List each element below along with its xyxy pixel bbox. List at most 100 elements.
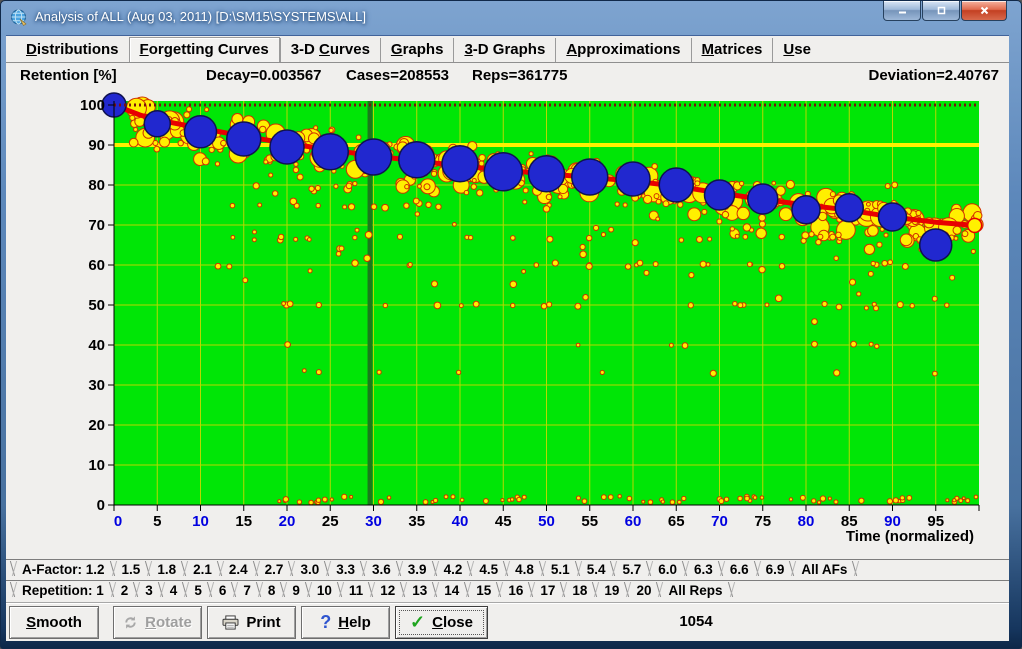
strip-divider xyxy=(305,582,312,597)
tab-distributions[interactable]: Distributions xyxy=(26,41,119,58)
svg-text:50: 50 xyxy=(88,297,105,314)
globe-pencil-icon xyxy=(11,9,27,26)
afactor-tab-2.1[interactable]: 2.1 xyxy=(193,562,212,577)
afactor-tab-1.2[interactable]: A-Factor: 1.2 xyxy=(22,562,105,577)
afactor-tab-5.1[interactable]: 5.1 xyxy=(550,562,570,577)
afactor-tab-4.5[interactable]: 4.5 xyxy=(479,562,499,577)
repetition-tab-12[interactable]: 12 xyxy=(380,583,396,598)
repetition-tab-2[interactable]: 2 xyxy=(120,583,129,598)
afactor-tab-2.4[interactable]: 2.4 xyxy=(228,562,248,577)
svg-text:10: 10 xyxy=(88,457,105,474)
strip-divider xyxy=(10,582,17,597)
repetition-tab-8[interactable]: 8 xyxy=(267,583,276,598)
tab-use[interactable]: Use xyxy=(772,38,821,62)
afactor-tab-3.9[interactable]: 3.9 xyxy=(407,562,427,577)
repetition-tab-1[interactable]: Repetition: 1 xyxy=(22,583,104,598)
strip-divider xyxy=(754,561,761,576)
repetition-tab-3[interactable]: 3 xyxy=(145,583,153,598)
afactor-tab-5.4[interactable]: 5.4 xyxy=(586,562,606,577)
strip-divider xyxy=(624,582,631,597)
repetition-tab-19[interactable]: 19 xyxy=(604,583,620,598)
afactor-tab-6.0[interactable]: 6.0 xyxy=(658,562,678,577)
repetition-tab-20[interactable]: 20 xyxy=(636,583,652,598)
svg-text:5: 5 xyxy=(153,513,161,530)
reps-stat: Reps=361775 xyxy=(472,67,568,84)
repetition-tab-10[interactable]: 10 xyxy=(316,583,332,598)
afactor-tab-6.9[interactable]: 6.9 xyxy=(765,562,785,577)
svg-text:100: 100 xyxy=(80,97,105,114)
strip-divider xyxy=(207,582,214,597)
rotate-button: Rotate xyxy=(113,606,202,639)
repetition-tab-all-reps[interactable]: All Reps xyxy=(668,583,723,598)
button-label: Smooth xyxy=(26,614,82,631)
svg-text:50: 50 xyxy=(538,513,555,530)
strip-divider xyxy=(610,561,617,576)
strip-divider xyxy=(253,561,260,576)
smooth-button[interactable]: Smooth xyxy=(9,606,99,639)
strip-divider xyxy=(288,561,295,576)
strip-divider xyxy=(10,561,17,576)
repetition-tab-4[interactable]: 4 xyxy=(169,583,178,598)
repetition-tab-6[interactable]: 6 xyxy=(218,583,227,598)
tab-bar: Distributions Forgetting Curves 3-D Curves… xyxy=(6,37,1009,63)
repetition-tab-9[interactable]: 9 xyxy=(292,583,300,598)
close-button[interactable]: ✓ Close xyxy=(395,606,488,639)
restore-button[interactable] xyxy=(922,1,960,21)
afactor-tab-6.3[interactable]: 6.3 xyxy=(694,562,713,577)
svg-text:20: 20 xyxy=(88,417,105,434)
tab-graphs[interactable]: Graphs xyxy=(379,38,454,62)
afactor-tab-all-afs[interactable]: All AFs xyxy=(801,562,848,577)
afactor-tab-3.0[interactable]: 3.0 xyxy=(300,562,320,577)
strip-divider xyxy=(182,582,189,597)
button-label: Rotate xyxy=(145,614,192,631)
y-axis-title: Retention [%] xyxy=(20,67,117,84)
forgetting-curve-points xyxy=(101,92,953,262)
title-bar[interactable]: Analysis of ALL (Aug 03, 2011) [D:\SM15\… xyxy=(1,1,1021,35)
close-button[interactable] xyxy=(961,1,1007,21)
svg-text:85: 85 xyxy=(841,513,858,530)
tab-approximations[interactable]: Approximations xyxy=(555,38,690,62)
svg-text:30: 30 xyxy=(365,513,382,530)
tab-3-d-curves[interactable]: 3-D Curves xyxy=(279,38,380,62)
afactor-tab-2.7[interactable]: 2.7 xyxy=(264,562,284,577)
client-area: Distributions Forgetting Curves 3-D Curves… xyxy=(6,35,1009,641)
afactor-tab-5.7[interactable]: 5.7 xyxy=(622,562,642,577)
afactor-tab-4.8[interactable]: 4.8 xyxy=(515,562,534,577)
repetition-tab-7[interactable]: 7 xyxy=(243,583,251,598)
afactor-tab-6.6[interactable]: 6.6 xyxy=(729,562,749,577)
strip-divider xyxy=(256,582,263,597)
svg-text:90: 90 xyxy=(884,513,901,530)
button-label: Help xyxy=(338,614,371,631)
repetition-tab-16[interactable]: 16 xyxy=(508,583,524,598)
strip-divider xyxy=(592,582,599,597)
afactor-tab-3.6[interactable]: 3.6 xyxy=(372,562,391,577)
tab-3-d-graphs[interactable]: 3-D Graphs xyxy=(453,38,555,62)
tab-matrices[interactable]: Matrices xyxy=(690,38,773,62)
repetition-tab-15[interactable]: 15 xyxy=(476,583,492,598)
repetition-tab-5[interactable]: 5 xyxy=(194,583,202,598)
svg-text:0: 0 xyxy=(97,497,105,514)
tab-forgetting-curves[interactable]: Forgetting Curves xyxy=(128,37,280,62)
print-button[interactable]: Print xyxy=(207,606,296,639)
svg-text:60: 60 xyxy=(88,257,105,274)
afactor-tab-4.2[interactable]: 4.2 xyxy=(443,562,463,577)
repetition-tab-13[interactable]: 13 xyxy=(412,583,428,598)
strip-divider xyxy=(231,582,238,597)
repetition-tab-17[interactable]: 17 xyxy=(540,583,556,598)
afactor-tab-1.5[interactable]: 1.5 xyxy=(121,562,141,577)
minimize-button[interactable] xyxy=(883,1,921,21)
strip-divider xyxy=(539,561,546,576)
svg-text:65: 65 xyxy=(668,513,685,530)
svg-text:35: 35 xyxy=(408,513,425,530)
help-button[interactable]: ? Help xyxy=(301,606,390,639)
repetition-tab-11[interactable]: 11 xyxy=(348,583,364,598)
axes xyxy=(108,101,980,511)
afactor-tab-1.8[interactable]: 1.8 xyxy=(157,562,177,577)
chart-svg: Time (normalized) 0102030405060708090100… xyxy=(80,92,984,545)
strip-divider xyxy=(400,582,407,597)
repetition-tab-18[interactable]: 18 xyxy=(572,583,588,598)
repetition-tab-14[interactable]: 14 xyxy=(444,583,460,598)
button-bar: 1054 Smooth Rotate Print? Help ✓ Close xyxy=(6,602,1009,642)
afactor-tab-3.3[interactable]: 3.3 xyxy=(336,562,355,577)
